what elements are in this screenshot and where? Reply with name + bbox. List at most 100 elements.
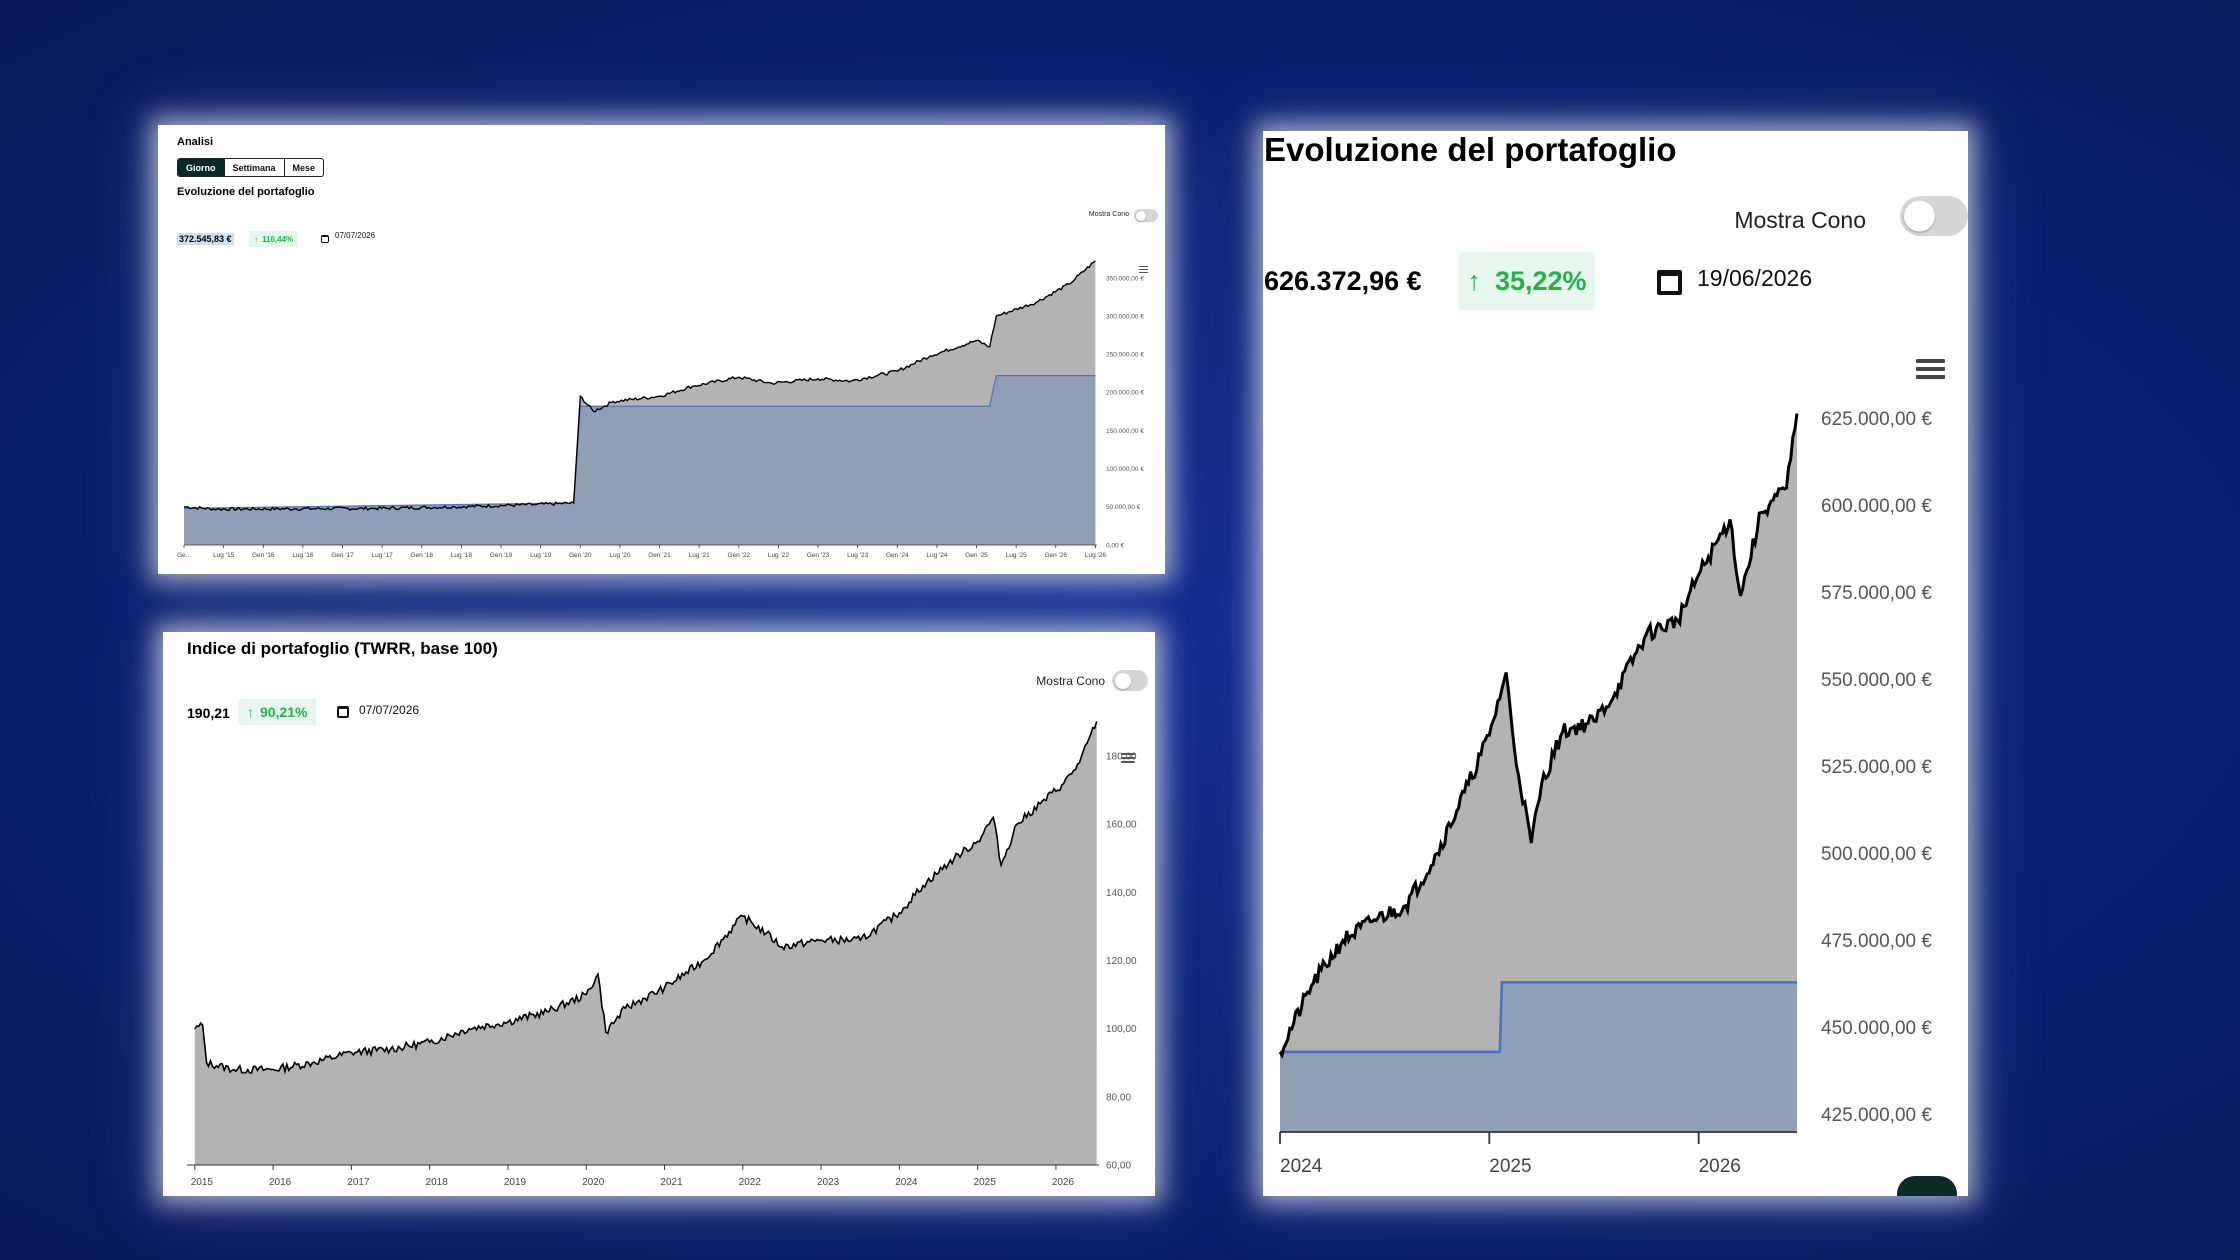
change-value: 35,22% [1494,265,1587,296]
cone-toggle[interactable] [1134,209,1158,222]
x-tick-label: Gen '17 [331,552,354,559]
x-tick-label: Lug '21 [689,552,711,559]
x-tick-label: Lug '18 [451,552,473,559]
chart-portfolio-index: 2015 2016 2017 2018 2019 2020 2021 2022 2023 2024… [187,721,1137,1188]
x-tick-label: 2023 [817,1177,840,1188]
invested-area [184,375,1096,545]
panel-indice: Indice di portafoglio (TWRR, base 100) M… [163,632,1155,1196]
cone-toggle[interactable] [1900,196,1968,236]
value-line [194,721,1098,1075]
date-value: 07/07/2026 [359,703,420,717]
y-tick-label: 300.000,00 € [1106,313,1144,320]
panel-analisi: Analisi Giorno Settimana Mese Evoluzione… [158,125,1165,574]
portfolio-value: 626.372,96 € [1264,266,1422,296]
x-tick-label: 2021 [660,1177,683,1188]
tab-mese[interactable]: Mese [283,159,324,176]
x-tick-label: 2015 [191,1177,214,1188]
change-value: 90,21% [260,704,308,720]
x-tick-label: Gen '25 [965,552,988,559]
x-tick-label: Ge... [177,552,191,559]
x-tick-label: 2025 [1489,1156,1531,1177]
y-tick-label: 160,00 [1106,820,1137,831]
y-tick-label: 575.000,00 € [1821,583,1932,604]
invested-area [1280,982,1797,1132]
y-tick-label: 150.000,00 € [1106,428,1144,435]
change-value: 116,44% [262,234,294,244]
index-value: 190,21 [187,705,230,721]
x-tick-label: Lug '16 [292,552,314,559]
chart-menu-icon[interactable] [1121,753,1135,763]
x-tick-label: 2018 [426,1177,449,1188]
x-tick-label: Lug '24 [926,552,948,559]
y-tick-label: 100.000,00 € [1106,466,1144,473]
tab-giorno[interactable]: Giorno [178,159,224,176]
x-tick-label: 2024 [1280,1156,1323,1177]
y-tick-label: 80,00 [1106,1092,1131,1103]
y-tick-label: 50.000,00 € [1106,504,1141,511]
x-tick-label: Lug '22 [768,552,790,559]
cone-toggle-label: Mostra Cono [1734,207,1866,233]
x-tick-label: 2024 [895,1177,918,1188]
x-tick-label: Gen '18 [410,552,433,559]
y-tick-label: 100,00 [1106,1024,1137,1035]
chart-title: Evoluzione del portafoglio [177,186,315,198]
x-tick-label: 2025 [974,1177,997,1188]
x-tick-label: Lug '23 [847,552,869,559]
y-tick-label: 60,00 [1106,1161,1131,1172]
y-tick-label: 625.000,00 € [1821,409,1932,430]
y-tick-label: 200.000,00 € [1106,390,1144,397]
y-tick-label: 350.000,00 € [1106,275,1144,282]
arrow-up-icon: ↑ [254,234,258,244]
x-tick-label: 2017 [347,1177,370,1188]
x-tick-label: Lug '26 [1085,552,1107,559]
change-badge: ↑ 90,21% [238,699,317,725]
value-area [194,721,1097,1165]
section-heading: Analisi [177,136,214,148]
x-tick-label: Gen '16 [252,552,275,559]
calendar-icon [321,235,329,243]
chart-title: Evoluzione del portafoglio [1264,131,1677,168]
cone-toggle-label: Mostra Cono [1088,211,1129,218]
cone-toggle-label: Mostra Cono [1036,674,1105,688]
y-tick-label: 180,00 [1106,752,1137,763]
scroll-to-top-button[interactable] [1897,1176,1957,1196]
invested-line [1280,980,1797,1054]
x-tick-label: Gen '22 [727,552,750,559]
chart-portfolio-evolution-zoom: 2024 2025 2026 425.000,00 € 450.000,00 € 475.… [1278,409,1932,1177]
y-tick-label: 250.000,00 € [1106,352,1144,359]
date-value: 19/06/2026 [1697,265,1813,291]
y-tick-label: 600.000,00 € [1821,496,1932,517]
x-tick-label: Lug '20 [609,552,631,559]
y-tick-label: 140,00 [1106,888,1137,899]
y-tick-label: 120,00 [1106,956,1137,967]
panel-zoom: Evoluzione del portafoglio Mostra Cono 6… [1263,131,1968,1196]
y-tick-label: 0,00 € [1106,542,1124,549]
y-tick-label: 550.000,00 € [1821,670,1932,691]
x-tick-label: Gen '20 [569,552,592,559]
x-tick-label: Lug '15 [213,552,235,559]
x-tick-label: 2026 [1052,1177,1075,1188]
y-tick-label: 500.000,00 € [1821,844,1932,865]
portfolio-value: 372.545,83 € [177,233,234,245]
chart-menu-icon[interactable] [1139,266,1148,273]
x-tick-label: Gen '23 [807,552,830,559]
x-tick-label: Gen '19 [490,552,513,559]
change-badge: ↑ 35,22% [1459,252,1595,310]
value-line [1278,413,1799,1059]
calendar-icon [1657,270,1682,295]
change-badge: ↑ 116,44% [249,231,299,247]
x-tick-label: 2019 [504,1177,527,1188]
x-tick-label: 2026 [1699,1156,1741,1177]
cone-toggle[interactable] [1112,670,1148,691]
chart-portfolio-evolution: Ge... Lug '15 Gen '16 Lug '16 Gen '17 Lug '17… [177,260,1144,559]
x-tick-label: Lug '17 [372,552,394,559]
tab-settimana[interactable]: Settimana [223,159,284,176]
x-tick-label: 2020 [582,1177,605,1188]
y-tick-label: 425.000,00 € [1821,1105,1932,1126]
x-tick-label: Lug '25 [1006,552,1028,559]
y-tick-label: 450.000,00 € [1821,1018,1932,1039]
x-tick-label: Gen '21 [648,552,671,559]
chart-menu-icon[interactable] [1916,359,1945,379]
y-tick-label: 475.000,00 € [1821,931,1932,952]
x-tick-label: Gen '24 [886,552,909,559]
